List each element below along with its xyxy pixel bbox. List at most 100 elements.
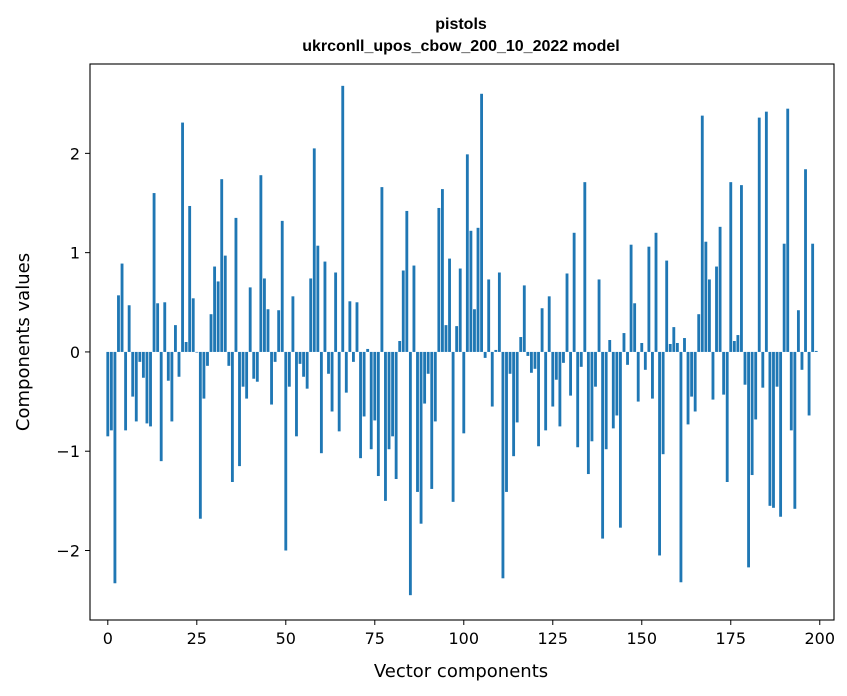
bar xyxy=(508,351,512,374)
bar xyxy=(764,111,768,352)
bar xyxy=(469,230,473,352)
bar xyxy=(615,351,619,416)
chart-subtitle: ukrconll_upos_cbow_200_10_2022 model xyxy=(302,38,619,55)
bar xyxy=(455,326,459,352)
bar xyxy=(661,351,665,455)
bar xyxy=(569,351,572,396)
bar xyxy=(277,310,281,352)
bar xyxy=(533,351,537,369)
bar xyxy=(170,351,174,422)
bar xyxy=(747,351,750,568)
bar xyxy=(373,351,377,421)
y-tick-label: 0 xyxy=(70,343,80,362)
bar xyxy=(757,117,761,352)
bar xyxy=(658,351,661,556)
bar xyxy=(448,258,451,352)
bar xyxy=(330,351,334,412)
x-axis-label: Vector components xyxy=(374,661,548,682)
bar xyxy=(188,205,192,352)
x-tick-label: 150 xyxy=(626,629,657,648)
y-tick-label: −1 xyxy=(56,442,80,461)
bar xyxy=(234,217,238,352)
bar xyxy=(583,182,587,352)
bar xyxy=(775,351,779,387)
bar xyxy=(519,337,523,352)
bar xyxy=(423,351,427,404)
x-tick-label: 175 xyxy=(715,629,746,648)
bar xyxy=(213,266,217,352)
bar xyxy=(693,351,697,412)
bar xyxy=(807,351,811,416)
bar xyxy=(230,351,234,482)
bar xyxy=(683,338,686,352)
bar xyxy=(145,351,149,424)
bar xyxy=(280,220,284,352)
bar xyxy=(786,108,790,352)
bar xyxy=(198,351,202,519)
bar xyxy=(722,351,726,395)
bar xyxy=(380,187,384,352)
bar xyxy=(675,342,679,352)
bar xyxy=(348,301,352,352)
bar xyxy=(387,351,391,450)
bar xyxy=(220,179,224,352)
bar xyxy=(291,296,295,352)
bar xyxy=(352,351,355,362)
x-tick-label: 50 xyxy=(276,629,296,648)
bar xyxy=(181,122,184,352)
y-axis-label: Components values xyxy=(13,253,34,431)
bar xyxy=(537,351,540,447)
bar xyxy=(772,351,775,508)
bar xyxy=(640,342,644,352)
bar xyxy=(334,272,338,352)
bar xyxy=(750,351,754,476)
bar xyxy=(622,333,626,352)
bar xyxy=(384,351,387,501)
bar xyxy=(633,303,637,352)
bars xyxy=(106,85,818,596)
bar xyxy=(483,351,487,358)
bar xyxy=(665,260,669,352)
bar xyxy=(238,351,241,467)
bar xyxy=(711,351,715,400)
bar xyxy=(440,189,444,352)
x-tick-label: 200 xyxy=(804,629,835,648)
bar xyxy=(127,305,131,352)
bar xyxy=(597,279,601,352)
bar xyxy=(362,351,366,417)
bar xyxy=(480,93,484,352)
bar xyxy=(163,302,167,352)
bar xyxy=(284,351,288,551)
bar xyxy=(465,154,469,352)
bar xyxy=(565,273,569,352)
bar xyxy=(736,335,740,352)
bar xyxy=(686,351,690,425)
y-ticks: −2 −1 0 1 2 xyxy=(56,144,90,561)
bar xyxy=(273,351,277,362)
bar xyxy=(800,351,804,370)
bar xyxy=(177,351,181,377)
bar xyxy=(124,351,128,431)
bar xyxy=(707,279,711,352)
bar xyxy=(490,351,494,407)
bar xyxy=(355,302,359,352)
bar xyxy=(700,115,704,352)
bar xyxy=(398,341,402,352)
bar xyxy=(796,310,800,352)
bar xyxy=(166,351,170,381)
bar xyxy=(206,351,209,366)
bar xyxy=(376,351,380,477)
bar xyxy=(241,351,245,387)
bar xyxy=(152,193,156,352)
bar xyxy=(547,296,551,352)
bar xyxy=(113,351,117,584)
bar xyxy=(305,351,309,389)
bar xyxy=(437,207,441,352)
bar xyxy=(594,351,597,387)
y-tick-label: −2 xyxy=(56,542,80,561)
bar xyxy=(793,351,797,509)
bar xyxy=(149,351,152,427)
x-tick-label: 125 xyxy=(538,629,569,648)
bar xyxy=(209,314,213,352)
